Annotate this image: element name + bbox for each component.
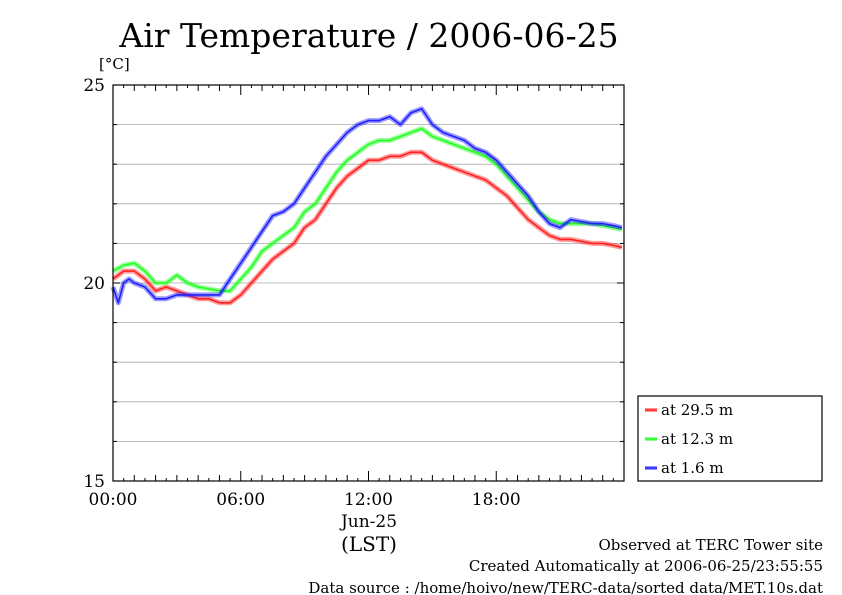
x-tick-label: 12:00	[344, 490, 393, 510]
x-tick-label: 00:00	[89, 490, 138, 510]
x-tick-label: 06:00	[216, 490, 265, 510]
legend-box	[637, 395, 823, 482]
y-axis-ticks: 15 20 25	[83, 76, 624, 492]
y-axis-label: [°C]	[99, 55, 130, 73]
footer-observed: Observed at TERC Tower site	[598, 536, 823, 554]
grid-lines	[113, 124, 624, 442]
series-line	[112, 108, 623, 304]
date-label: Jun-25	[339, 512, 397, 532]
y-tick-label: 20	[83, 274, 105, 294]
y-tick-label: 25	[83, 76, 105, 96]
x-tick-label: 18:00	[472, 490, 521, 510]
footer-created: Created Automatically at 2006-06-25/23:5…	[469, 557, 823, 575]
legend-label: at 12.3 m	[661, 430, 733, 448]
legend: at 29.5 m at 12.3 m at 1.6 m	[637, 395, 823, 482]
series-line	[112, 151, 623, 304]
chart-title: Air Temperature / 2006-06-25	[118, 16, 618, 55]
legend-label: at 29.5 m	[661, 401, 733, 419]
x-axis-label: (LST)	[341, 532, 397, 556]
y-tick-label: 15	[83, 472, 105, 492]
x-axis-ticks: 00:00 06:00 12:00 18:00	[89, 85, 625, 510]
legend-label: at 1.6 m	[661, 459, 724, 477]
footer-data-source: Data source : /home/hoivo/new/TERC-data/…	[308, 579, 823, 595]
series-lines	[110, 106, 623, 306]
